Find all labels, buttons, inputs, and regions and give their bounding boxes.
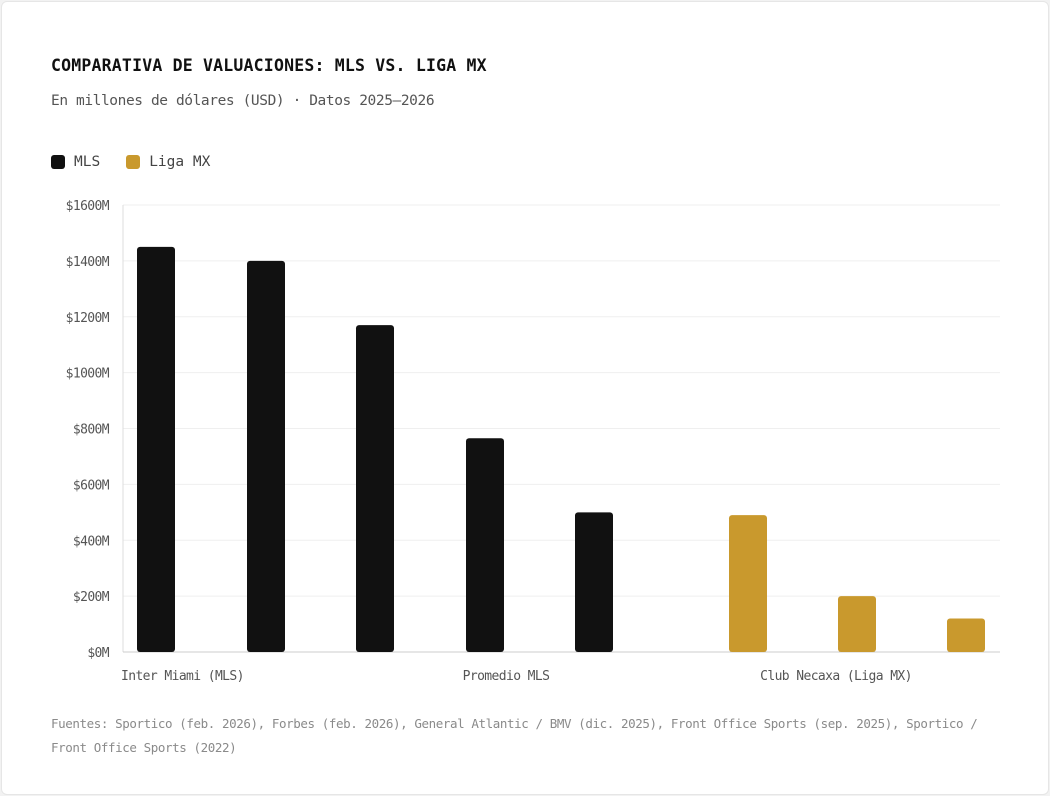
legend-swatch-liga-mx [126, 155, 141, 169]
x-tick-label: Club Necaxa (Liga MX) [760, 669, 912, 684]
y-tick-label: $1000M [66, 367, 110, 382]
chart-subtitle: En millones de dólares (USD) · Datos 202… [51, 93, 435, 109]
legend-item-mls: MLS [51, 154, 100, 170]
x-tick-label: Promedio MLS [463, 669, 550, 684]
y-tick-label: $1200M [66, 311, 110, 326]
chart-title: COMPARATIVA DE VALUACIONES: MLS VS. LIGA… [51, 56, 487, 75]
bar-liga-mx [729, 515, 767, 652]
bar-liga-mx [838, 596, 876, 652]
y-tick-label: $0M [87, 646, 109, 661]
legend-item-liga-mx: Liga MX [126, 154, 210, 170]
source-note: Fuentes: Sportico (feb. 2026), Forbes (f… [51, 716, 978, 755]
legend-label-liga-mx: Liga MX [149, 154, 211, 170]
y-tick-label: $1400M [66, 255, 110, 270]
x-tick-label: Inter Miami (MLS) [121, 669, 244, 684]
bar-mls [247, 260, 285, 652]
bar-mls [137, 246, 175, 652]
legend-swatch-mls [51, 155, 65, 169]
y-tick-label: $400M [73, 534, 110, 549]
bar-liga-mx [947, 618, 985, 652]
legend-label-mls: MLS [74, 154, 101, 170]
y-tick-label: $800M [73, 423, 110, 438]
bar-mls [466, 438, 504, 652]
y-tick-label: $600M [73, 478, 110, 493]
y-tick-label: $1600M [66, 199, 110, 214]
y-tick-label: $200M [73, 590, 110, 605]
bar-mls [356, 325, 394, 652]
bar-mls [575, 512, 613, 652]
chart-legend: MLS Liga MX [51, 154, 236, 170]
